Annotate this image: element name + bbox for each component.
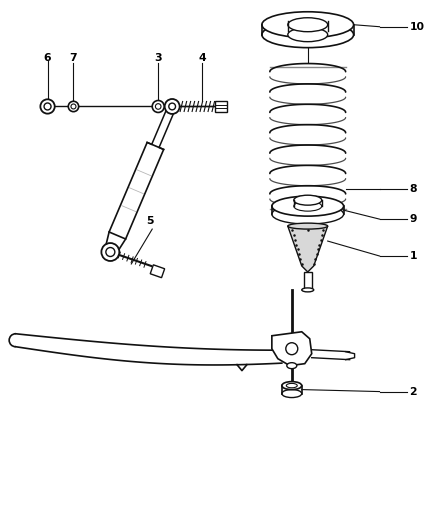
Ellipse shape (282, 381, 302, 390)
Ellipse shape (288, 18, 328, 32)
Text: 8: 8 (409, 184, 417, 194)
Ellipse shape (272, 204, 344, 224)
Ellipse shape (288, 28, 328, 42)
Circle shape (101, 243, 119, 261)
Text: 7: 7 (70, 52, 77, 63)
Ellipse shape (288, 223, 328, 229)
Text: 5: 5 (147, 216, 154, 226)
Ellipse shape (287, 383, 297, 388)
Ellipse shape (287, 363, 297, 369)
Polygon shape (272, 332, 312, 365)
Polygon shape (151, 103, 177, 150)
Circle shape (164, 99, 180, 114)
Ellipse shape (262, 22, 354, 48)
Circle shape (40, 99, 55, 114)
Circle shape (156, 104, 161, 109)
Circle shape (106, 248, 115, 256)
Ellipse shape (302, 288, 314, 292)
Text: 1: 1 (409, 251, 417, 261)
Text: 2: 2 (409, 387, 417, 397)
Ellipse shape (294, 201, 322, 211)
Ellipse shape (294, 195, 322, 205)
Polygon shape (109, 142, 164, 239)
Polygon shape (288, 226, 328, 272)
Text: 6: 6 (44, 52, 51, 63)
Bar (215, 101, 227, 112)
Text: 3: 3 (154, 52, 162, 63)
Circle shape (286, 343, 298, 355)
Text: 9: 9 (409, 214, 417, 224)
Circle shape (44, 103, 51, 110)
Circle shape (71, 104, 76, 109)
Circle shape (152, 101, 164, 113)
Circle shape (169, 103, 176, 110)
Ellipse shape (282, 390, 302, 397)
Ellipse shape (272, 196, 344, 216)
Bar (304, 272, 312, 290)
Circle shape (68, 101, 79, 112)
Text: 10: 10 (409, 22, 424, 32)
Ellipse shape (262, 12, 354, 38)
Bar (150, 265, 164, 278)
Text: 4: 4 (198, 52, 206, 63)
